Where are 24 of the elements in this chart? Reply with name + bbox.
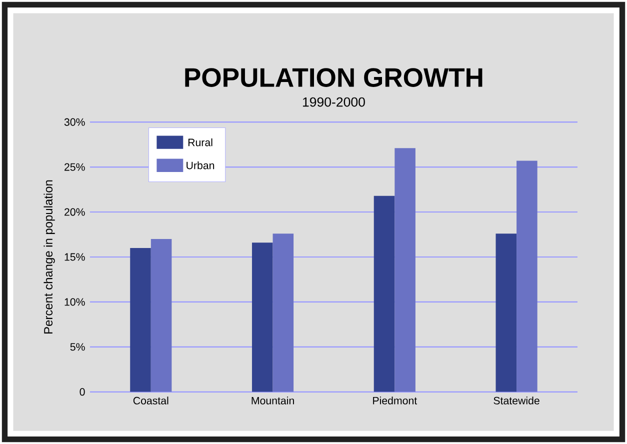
bar: [150, 238, 172, 392]
y-tick-label: 10%: [64, 298, 85, 306]
y-tick-label: 25%: [64, 163, 85, 171]
chart-title: POPULATION GROWTH: [185, 68, 482, 87]
bar: [272, 234, 294, 392]
legend-label: Rural: [188, 138, 212, 146]
bar: [130, 248, 151, 392]
x-tick-label: Piedmont: [373, 396, 418, 404]
bar: [516, 160, 538, 392]
bar: [374, 196, 395, 392]
y-tick-label: 20%: [64, 208, 85, 216]
y-tick-label: 5%: [70, 343, 85, 351]
x-tick-label: Statewide: [494, 396, 540, 404]
bar: [394, 148, 416, 392]
bar: [252, 242, 273, 392]
bar: [496, 234, 517, 392]
y-tick-label: 0: [80, 388, 85, 396]
chart-subtitle: 1990-2000: [302, 97, 365, 107]
legend-label: Urban: [186, 161, 214, 170]
y-axis-title: Percent change in population: [44, 180, 55, 334]
x-tick-label: Coastal: [133, 396, 168, 404]
y-tick-label: 30%: [64, 118, 85, 126]
y-tick-label: 15%: [64, 253, 85, 261]
x-tick-label: Mountain: [252, 396, 294, 404]
